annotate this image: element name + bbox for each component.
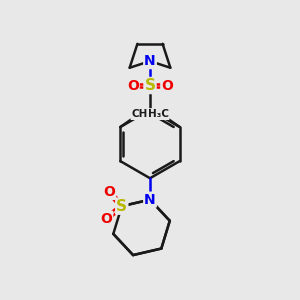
Text: H₃C: H₃C <box>148 109 169 119</box>
Text: S: S <box>145 78 155 93</box>
Text: N: N <box>144 54 156 68</box>
Text: S: S <box>116 199 127 214</box>
Text: CH₃: CH₃ <box>131 109 152 119</box>
Text: O: O <box>127 79 139 92</box>
Text: N: N <box>144 193 156 207</box>
Text: O: O <box>100 212 112 226</box>
Text: O: O <box>161 79 173 92</box>
Text: O: O <box>103 185 115 199</box>
